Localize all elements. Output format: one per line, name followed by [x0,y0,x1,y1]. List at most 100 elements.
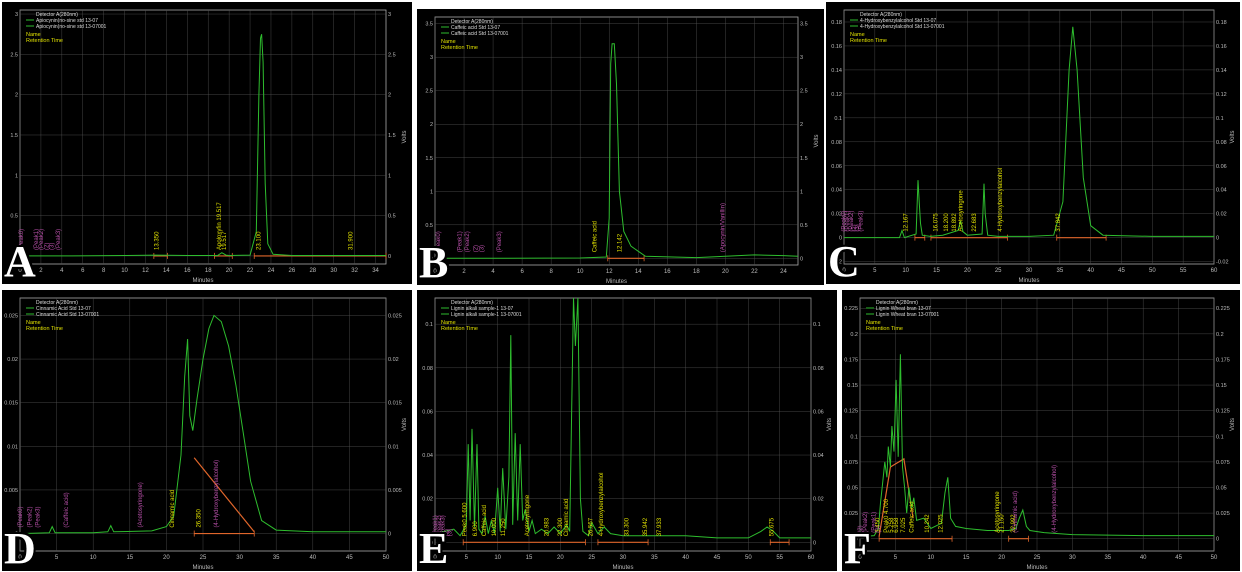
y-axis-title: Volts [402,418,408,431]
peak-label: 12.167 [904,213,910,232]
peak-label: (4-Hydroxybenzylalcohol) [214,460,220,528]
peak-label: (3) [855,224,861,231]
y-tick-label-right: 0 [1216,537,1219,543]
peak-label: 18.892 [952,213,958,232]
x-axis-title: Minutes [1018,278,1039,284]
y-tick-label-right: 0.1 [1216,116,1224,122]
y-tick-label: 2 [430,122,433,128]
x-tick-label: 8 [102,268,106,274]
x-tick-label: 18 [205,268,212,274]
x-tick-label: 30 [1069,555,1076,561]
peak-label: Peak0 5.600 [463,502,469,536]
x-tick-label: 35 [651,555,658,561]
y-tick-label: 0.005 [4,488,18,494]
x-tick-label: 20 [964,268,971,274]
x-tick-label: 18 [693,269,700,275]
peak-label: (Cinnamic acid) [1013,491,1019,533]
peak-label: (Apocynin/Vanillin) [720,203,726,252]
chromatogram-trace [844,26,1214,239]
y-tick-label: 0.06 [831,164,842,170]
x-tick-label: 15 [526,555,533,561]
x-tick-label: 30 [620,555,627,561]
x-tick-label: 35 [1056,268,1063,274]
peak-label: (Peak1) [433,515,439,536]
y-tick-label: 0.14 [831,68,842,74]
legend-entry: Detector A(280nm) [36,300,78,306]
legend-name-label: Name [850,32,865,38]
peak-label: 6.958 [894,517,900,533]
plot-frame [19,9,387,265]
legend-entry: Caffeic acid Std 13-07 [451,25,500,31]
panel-letter: B [419,238,449,285]
y-tick-label: 0.18 [831,20,842,26]
peak-label: (2) [852,224,858,231]
y-tick-label-right: 0.5 [388,214,396,220]
x-tick-label: 0 [433,269,437,275]
y-tick-label-right: 0.025 [1216,511,1230,517]
y-tick-label-right: 0.04 [813,453,824,459]
x-tick-label: 10 [927,555,934,561]
x-tick-label: 8 [549,269,553,275]
sloped-baseline [193,457,255,533]
y-tick-label: 2.5 [10,52,18,58]
legend: Detector A(280nm)4-Hydroxybenzylalcohol … [850,12,945,44]
y-tick-label-right: 0.01 [388,444,399,450]
peak-label: Acetosyringone [995,491,1001,533]
peak-label: 12.142 [617,233,623,252]
x-axis-title: Minutes [1026,565,1047,571]
y-tick-label: 1 [15,173,18,179]
y-tick-label-right: 0.12 [1216,92,1227,98]
x-tick-label: 10 [577,269,584,275]
y-tick-label: 0.175 [844,357,858,363]
x-tick-label: 5 [894,555,898,561]
peak-label: (Peak0) [841,211,847,232]
x-tick-label: 40 [1087,268,1094,274]
y-tick-label: 0.04 [422,453,433,459]
y-tick-label-right: 0.14 [1216,68,1227,74]
y-tick-label-right: 3.5 [800,22,808,28]
peak-label: (3) [876,525,882,532]
y-tick-label: 0.05 [847,485,858,491]
y-tick-label-right: 1.5 [388,133,396,139]
x-tick-label: 45 [714,555,721,561]
x-tick-label: 6 [520,269,524,275]
legend-entry: Apiocynin(no-sine std 13-07001 [36,24,107,30]
x-tick-label: 30 [236,555,243,561]
legend-entry: Caffeic acid Std 13-07001 [451,31,509,37]
y-tick-label: 0.1 [834,116,842,122]
y-tick-label: 0.075 [844,460,858,466]
y-tick-label: 2.5 [425,89,433,95]
legend-name-label: Name [26,320,41,326]
x-tick-label: 16 [664,269,671,275]
x-tick-label: 0 [433,555,437,561]
y-tick-label: 0.08 [831,140,842,146]
y-tick-label-right: 0.18 [1216,20,1227,26]
peak-label: Acetosyringone [959,190,965,232]
y-tick-label-right: 0.005 [388,488,402,494]
peak-label: (Acetosyringone) [138,482,144,527]
y-axis-title: Volts [1230,418,1236,431]
peak-label: (Peak0) [436,231,442,252]
y-tick-label-right: 0.125 [1216,409,1230,415]
y-tick-label-right: 0.15 [1216,383,1227,389]
legend-entry: Detector A(280nm) [876,300,918,306]
peak-label: 4-Hydroxybenzylalcohol [599,473,605,537]
x-tick-label: 4 [60,268,64,274]
y-tick-label-right: 0 [388,254,391,260]
y-tick-label-right: 0.225 [1216,306,1230,312]
y-tick-label-right: 2.5 [388,52,396,58]
y-tick-label: 0 [839,236,842,242]
x-tick-label: 20 [998,555,1005,561]
peak-label: 21.150 [999,514,1005,533]
peak-label: Caffeic acid [593,221,599,252]
x-axis-title: Minutes [612,565,633,571]
x-tick-label: 0 [18,268,22,274]
legend-retention-label: Retention Time [441,326,478,332]
x-tick-label: 22 [247,268,254,274]
y-axis-title: Volts [827,418,833,431]
peak-label: (3) [50,243,56,250]
y-tick-label-right: 0.02 [388,357,399,363]
peak-label: 5.258 [889,517,895,533]
peak-label: 31.900 [349,231,355,250]
x-tick-label: 50 [1211,555,1218,561]
